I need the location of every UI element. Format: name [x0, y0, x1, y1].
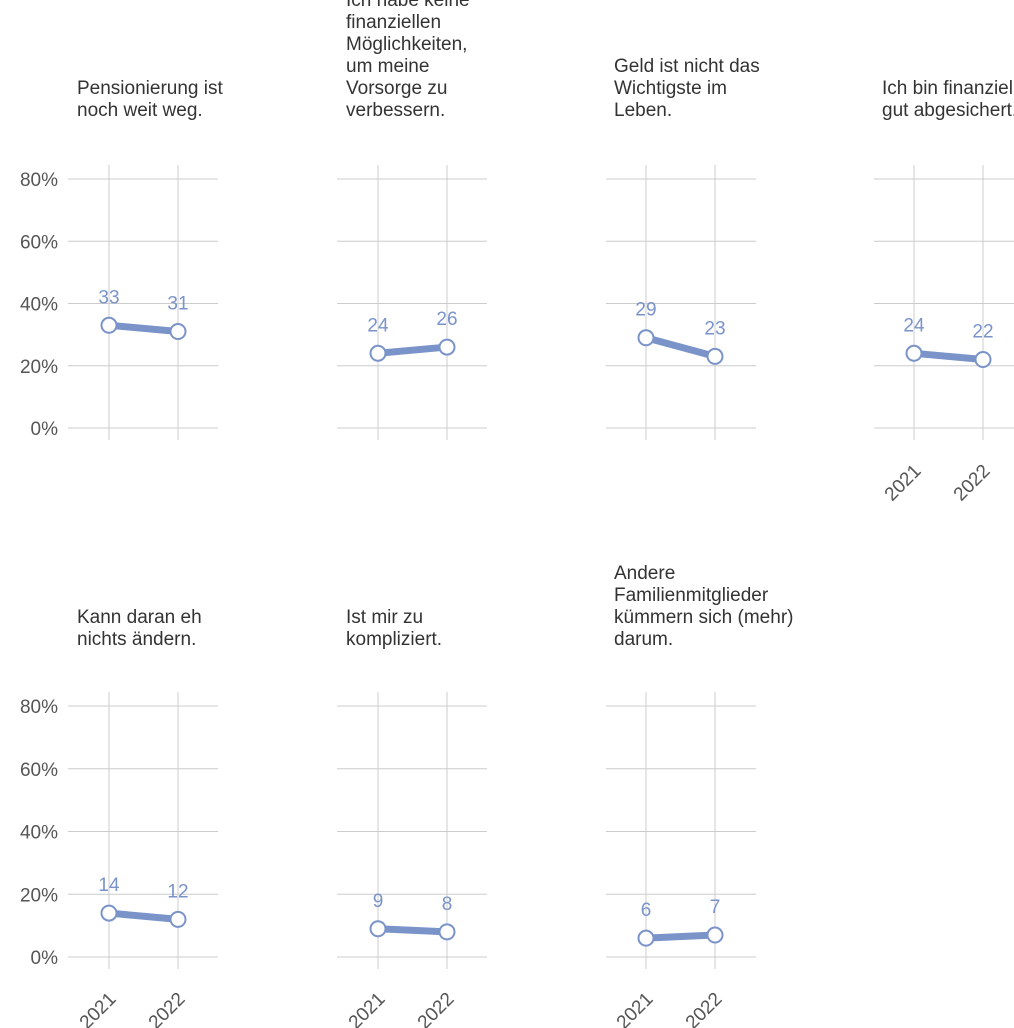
panel-title: Geld ist nicht das Wichtigste im Leben. — [614, 56, 760, 121]
x-tick-label: 2021 — [76, 989, 121, 1028]
panel-title: Kann daran eh nichts ändern. — [77, 607, 202, 650]
panel: 29 23 — [606, 165, 756, 440]
y-tick-label: 40% — [20, 295, 58, 316]
y-tick-label: 40% — [20, 823, 58, 844]
x-tick-label: 2021 — [613, 989, 658, 1028]
panel-title: Ich habe keine finanziellen Möglichkeiten,… — [346, 0, 470, 121]
data-point — [637, 329, 655, 347]
series-line — [105, 909, 182, 923]
panel-title: Ist mir zu kompliziert. — [346, 607, 443, 650]
y-tick-label: 80% — [20, 170, 58, 191]
y-tick-label: 60% — [20, 760, 58, 781]
data-point — [706, 926, 724, 944]
panel: 24 22 — [874, 165, 1014, 440]
y-tick-label: 0% — [31, 419, 59, 440]
series-line — [374, 925, 451, 936]
data-label: 24 — [903, 315, 925, 336]
data-point — [369, 920, 387, 938]
data-label: 9 — [373, 891, 384, 912]
series-line — [910, 349, 987, 364]
data-label: 14 — [98, 875, 120, 896]
series-line — [374, 343, 451, 357]
data-point — [369, 344, 387, 362]
data-point — [438, 338, 456, 356]
y-tick-label: 80% — [20, 697, 58, 718]
y-tick-label: 20% — [20, 885, 58, 906]
panel: 33 31 — [68, 165, 218, 440]
series-line — [642, 931, 719, 942]
x-tick-label: 2021 — [345, 989, 390, 1028]
data-label: 7 — [710, 897, 721, 918]
data-label: 24 — [367, 315, 389, 336]
data-point — [169, 323, 187, 341]
data-point — [905, 344, 923, 362]
data-point — [169, 910, 187, 928]
data-point — [706, 347, 724, 365]
data-label: 12 — [167, 881, 188, 902]
data-point — [637, 929, 655, 947]
data-point — [100, 904, 118, 922]
x-tick-label: 2021 — [881, 461, 926, 506]
y-tick-label: 20% — [20, 357, 58, 378]
data-label: 23 — [704, 318, 725, 339]
data-label: 31 — [167, 294, 188, 315]
x-tick-label: 2022 — [414, 989, 459, 1028]
x-tick-label: 2022 — [682, 989, 727, 1028]
data-point — [974, 351, 992, 369]
panel-title: Andere Familienmitglieder kümmern sich (me… — [614, 563, 794, 650]
y-tick-label: 60% — [20, 232, 58, 253]
panel-title: Ich bin finanziell gut abgesichert. — [882, 78, 1014, 121]
panel: 14 12 — [68, 692, 218, 969]
data-label: 8 — [442, 894, 453, 915]
data-label: 26 — [436, 309, 457, 330]
data-label: 6 — [641, 900, 652, 921]
x-tick-label: 2022 — [950, 461, 995, 506]
x-tick-label: 2022 — [145, 989, 190, 1028]
data-label: 22 — [972, 322, 993, 343]
y-tick-label: 0% — [31, 948, 59, 969]
data-label: 33 — [98, 287, 119, 308]
panel-title: Pensionierung ist noch weit weg. — [77, 78, 223, 121]
data-point — [438, 923, 456, 941]
data-label: 29 — [635, 300, 656, 321]
series-line — [642, 334, 719, 360]
series-line — [105, 321, 182, 336]
data-point — [100, 316, 118, 334]
panel: 24 26 — [337, 165, 487, 440]
